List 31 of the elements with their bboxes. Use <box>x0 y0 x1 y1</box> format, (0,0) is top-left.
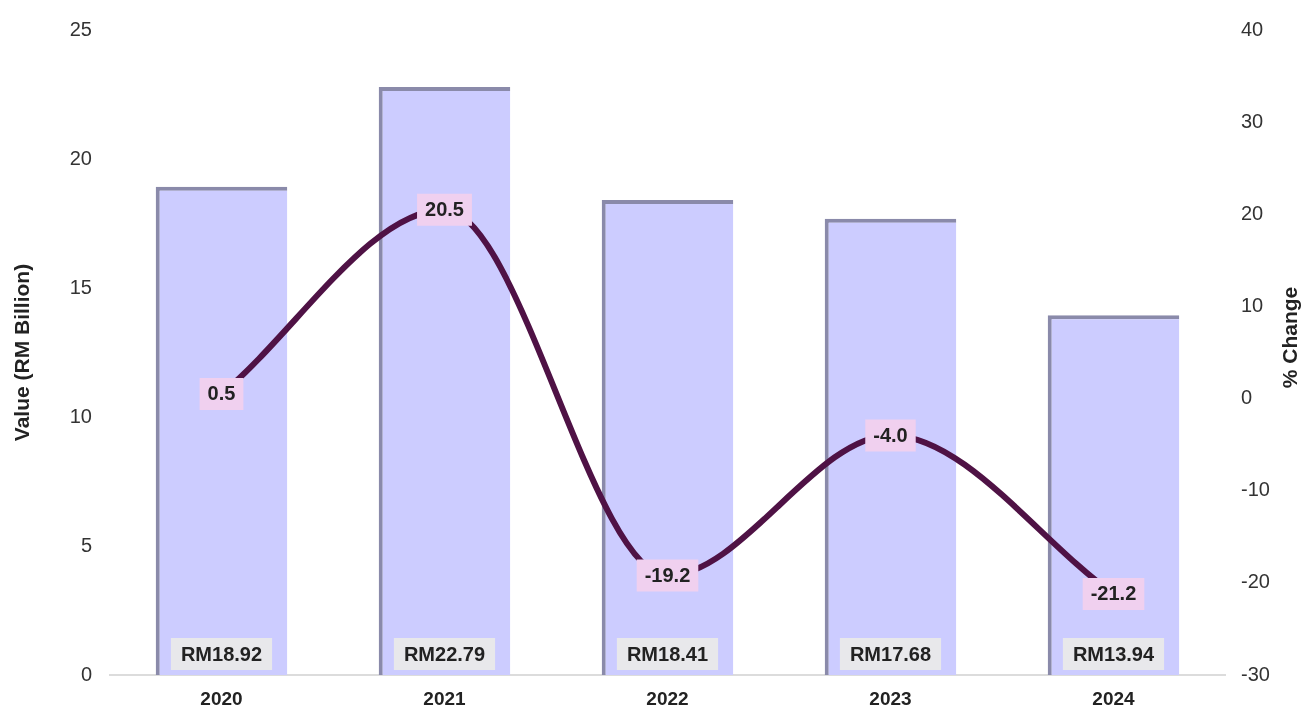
data-label: RM17.68 <box>849 642 932 665</box>
x-tick-label: 2023 <box>869 687 912 709</box>
y2-tick-label: 10 <box>1241 293 1264 316</box>
x-tick-label: 2021 <box>423 687 467 709</box>
y-axis-title: Value (RM Billion) <box>10 263 34 442</box>
y2-tick-label: -10 <box>1241 478 1270 501</box>
y-tick-label: 5 <box>80 533 92 556</box>
y2-tick-label: 20 <box>1241 201 1264 224</box>
data-label: -19.2 <box>644 564 691 586</box>
y2-tick-label: 0 <box>1241 386 1253 409</box>
data-label: 0.5 <box>207 382 236 405</box>
y2-tick-label: 40 <box>1241 17 1264 40</box>
data-label: RM13.94 <box>1072 642 1155 665</box>
y-tick-label: 0 <box>80 662 92 685</box>
data-label: RM18.41 <box>626 642 709 665</box>
data-label: -21.2 <box>1090 582 1137 605</box>
y-tick-label: 15 <box>69 275 92 298</box>
x-tick-label: 2020 <box>200 687 243 709</box>
y-tick-label: 10 <box>69 404 92 427</box>
data-label: -4.0 <box>873 423 908 446</box>
x-tick-label: 2024 <box>1092 687 1136 709</box>
y2-axis-title: % Change <box>1277 286 1301 389</box>
y-tick-label: 25 <box>69 17 92 40</box>
y-tick-label: 20 <box>69 146 92 169</box>
y2-tick-label: 30 <box>1241 109 1264 132</box>
data-label: RM22.79 <box>403 642 486 665</box>
y2-tick-label: -20 <box>1241 570 1270 593</box>
y2-tick-label: -30 <box>1241 662 1270 685</box>
data-label: 20.5 <box>425 198 464 221</box>
x-tick-label: 2022 <box>646 687 689 709</box>
data-label: RM18.92 <box>180 642 263 665</box>
